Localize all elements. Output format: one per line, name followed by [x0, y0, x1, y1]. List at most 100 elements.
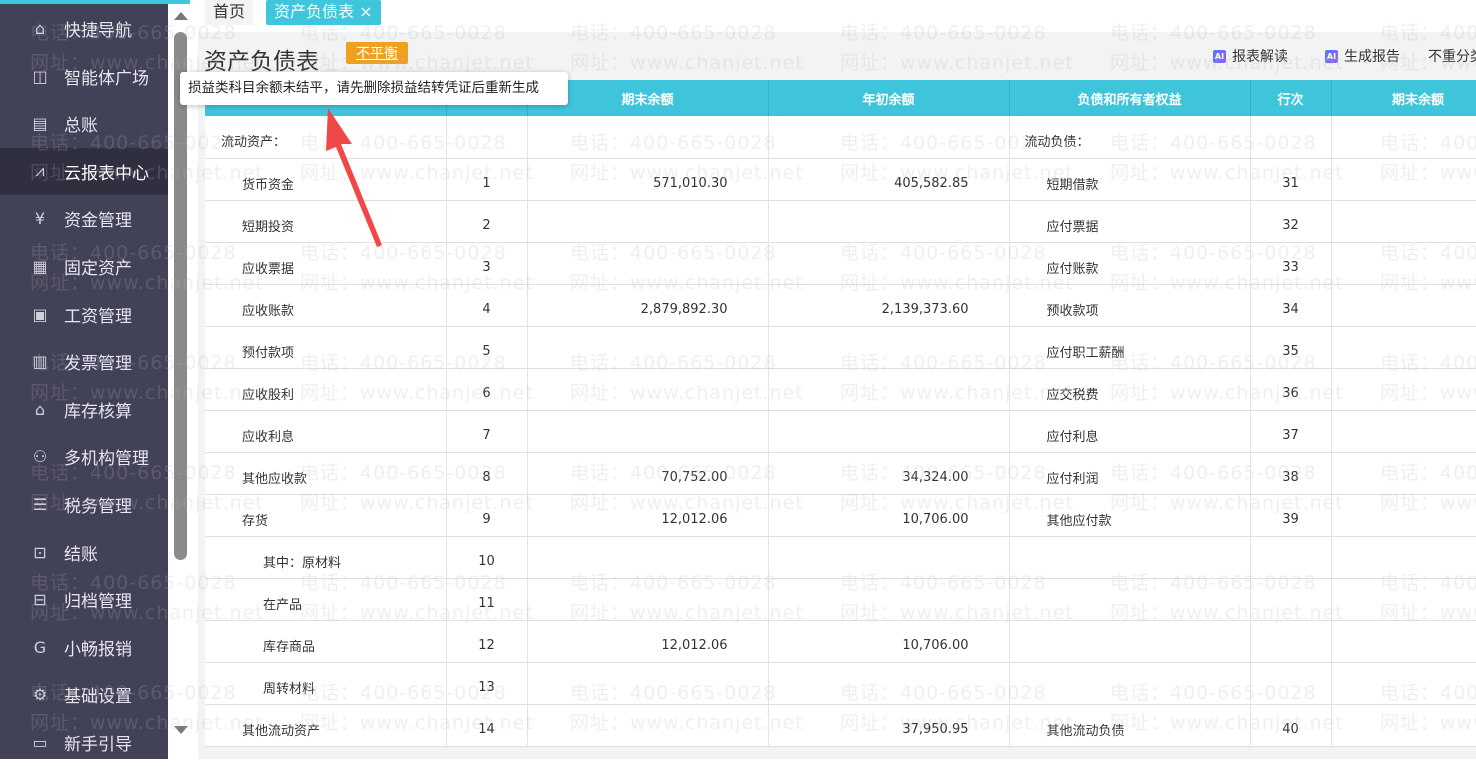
sidebar-item[interactable]: ▥ 发票管理 — [0, 338, 168, 385]
asset-beginning-balance[interactable] — [768, 368, 1010, 411]
sidebar-item[interactable]: ⊡ 结账 — [0, 529, 168, 576]
tab-balance-sheet[interactable]: 资产负债表 × — [266, 0, 381, 25]
liability-ending-balance[interactable] — [1331, 662, 1476, 705]
asset-ending-balance[interactable] — [527, 662, 769, 705]
asset-beginning-balance[interactable] — [768, 242, 1010, 285]
asset-item: 货币资金 — [205, 158, 447, 201]
liability-ending-balance[interactable] — [1331, 578, 1476, 621]
liability-line-no: 35 — [1250, 326, 1332, 369]
liability-ending-balance[interactable] — [1331, 704, 1476, 747]
no-reclass-toggle[interactable]: 不重分类 — [1428, 49, 1476, 65]
asset-ending-balance[interactable]: 12,012.06 — [527, 494, 769, 537]
asset-beginning-balance[interactable] — [768, 410, 1010, 453]
asset-ending-balance[interactable] — [527, 410, 769, 453]
asset-ending-balance[interactable] — [527, 326, 769, 369]
archive-icon: ⊟ — [33, 590, 47, 610]
asset-ending-balance[interactable]: 12,012.06 — [527, 620, 769, 663]
asset-ending-balance[interactable] — [527, 116, 769, 159]
scrollbar-thumb[interactable] — [174, 32, 187, 560]
sidebar-item[interactable]: ¥ 资金管理 — [0, 195, 168, 242]
sidebar-item[interactable]: ▦ 固定资产 — [0, 243, 168, 290]
asset-beginning-balance[interactable]: 10,706.00 — [768, 494, 1010, 537]
sidebar-item[interactable]: ▣ 工资管理 — [0, 291, 168, 338]
asset-beginning-balance[interactable]: 10,706.00 — [768, 620, 1010, 663]
liability-ending-balance[interactable] — [1331, 452, 1476, 495]
table-row: 应收利息 7 应付利息 37 — [205, 410, 1476, 453]
liability-ending-balance[interactable] — [1331, 410, 1476, 453]
asset-beginning-balance[interactable]: 34,324.00 — [768, 452, 1010, 495]
asset-ending-balance[interactable]: 571,010.30 — [527, 158, 769, 201]
sidebar-item[interactable]: ⚙ 基础设置 — [0, 671, 168, 718]
arrow-shape — [326, 108, 382, 247]
asset-ending-balance[interactable] — [527, 704, 769, 747]
sidebar-item[interactable]: ▤ 总账 — [0, 100, 168, 147]
scroll-up-icon[interactable] — [174, 12, 188, 20]
asset-item: 应收股利 — [205, 368, 447, 411]
asset-ending-balance[interactable] — [527, 536, 769, 579]
asset-line-no: 5 — [446, 326, 528, 369]
liability-ending-balance[interactable] — [1331, 536, 1476, 579]
guide-icon: ▭ — [32, 733, 48, 752]
asset-item: 应收票据 — [205, 242, 447, 285]
sidebar-item[interactable]: G 小畅报销 — [0, 624, 168, 671]
asset-beginning-balance[interactable] — [768, 578, 1010, 621]
sidebar-item[interactable]: ⚇ 多机构管理 — [0, 433, 168, 480]
sidebar-item[interactable]: ⌂ 库存核算 — [0, 386, 168, 433]
asset-beginning-balance[interactable] — [768, 116, 1010, 159]
asset-ending-balance[interactable] — [527, 242, 769, 285]
asset-beginning-balance[interactable] — [768, 662, 1010, 705]
tax-icon: ☰ — [32, 495, 48, 514]
sidebar-item-label: 基础设置 — [64, 687, 132, 708]
asset-ending-balance[interactable]: 2,879,892.30 — [527, 284, 769, 327]
sidebar-item[interactable]: ▭ 新手引导 — [0, 719, 168, 766]
asset-item: 在产品 — [205, 578, 447, 621]
asset-line-no: 1 — [446, 158, 528, 201]
asset-ending-balance[interactable] — [527, 368, 769, 411]
liability-line-no — [1250, 662, 1332, 705]
sidebar-item[interactable]: ⊟ 归档管理 — [0, 576, 168, 623]
sidebar: ⌂ 快捷导航 ◫ 智能体广场 ▤ 总账 ⩘ 云报表中心 ¥ 资金管理 ▦ 固定资产 ▣ 工资管理 ▥ 发票管理… — [0, 0, 168, 759]
asset-line-no: 2 — [446, 200, 528, 243]
liability-ending-balance[interactable] — [1331, 200, 1476, 243]
tab-home[interactable]: 首页 — [205, 0, 254, 25]
table-row: 其他应收款 8 70,752.00 34,324.00 应付利润 38 — [205, 452, 1476, 495]
asset-line-no: 7 — [446, 410, 528, 453]
scroll-down-icon[interactable] — [174, 726, 188, 734]
liability-ending-balance[interactable]: 3 — [1331, 242, 1476, 285]
asset-beginning-balance[interactable]: 405,582.85 — [768, 158, 1010, 201]
sidebar-item[interactable]: ⌂ 快捷导航 — [0, 5, 168, 52]
asset-line-no: 6 — [446, 368, 528, 411]
sidebar-item-label: 云报表中心 — [64, 163, 149, 184]
warehouse-icon: ⌂ — [34, 399, 46, 419]
sidebar-item[interactable]: ⩘ 云报表中心 — [0, 147, 168, 195]
sidebar-item[interactable]: ◫ 智能体广场 — [0, 53, 168, 100]
report-interpret-button[interactable]: AI 报表解读 — [1213, 46, 1288, 66]
asset-ending-balance[interactable]: 70,752.00 — [527, 452, 769, 495]
table-row: 流动资产： 流动负债： — [205, 116, 1476, 159]
generate-report-label: 生成报告 — [1344, 49, 1400, 65]
sidebar-item-label: 小畅报销 — [64, 639, 132, 660]
table-row: 货币资金 1 571,010.30 405,582.85 短期借款 31 — [205, 158, 1476, 201]
liability-ending-balance[interactable] — [1331, 116, 1476, 159]
asset-beginning-balance[interactable]: 2,139,373.60 — [768, 284, 1010, 327]
liability-line-no: 32 — [1250, 200, 1332, 243]
column-header: 期末余额 — [1331, 80, 1476, 116]
liability-ending-balance[interactable] — [1331, 326, 1476, 369]
asset-beginning-balance[interactable] — [768, 200, 1010, 243]
asset-beginning-balance[interactable] — [768, 536, 1010, 579]
asset-ending-balance[interactable] — [527, 578, 769, 621]
liability-ending-balance[interactable]: 53 — [1331, 494, 1476, 537]
unbalanced-badge[interactable]: 不平衡 — [346, 42, 408, 64]
liability-ending-balance[interactable] — [1331, 158, 1476, 201]
asset-beginning-balance[interactable]: 37,950.95 — [768, 704, 1010, 747]
asset-line-no: 3 — [446, 242, 528, 285]
liability-line-no: 40 — [1250, 704, 1332, 747]
asset-ending-balance[interactable] — [527, 200, 769, 243]
liability-ending-balance[interactable]: 19 — [1331, 368, 1476, 411]
liability-ending-balance[interactable] — [1331, 284, 1476, 327]
liability-ending-balance[interactable] — [1331, 620, 1476, 663]
liability-item: 应付票据 — [1009, 200, 1251, 243]
generate-report-button[interactable]: AI 生成报告 — [1325, 46, 1400, 66]
asset-beginning-balance[interactable] — [768, 326, 1010, 369]
sidebar-item[interactable]: ☰ 税务管理 — [0, 481, 168, 528]
